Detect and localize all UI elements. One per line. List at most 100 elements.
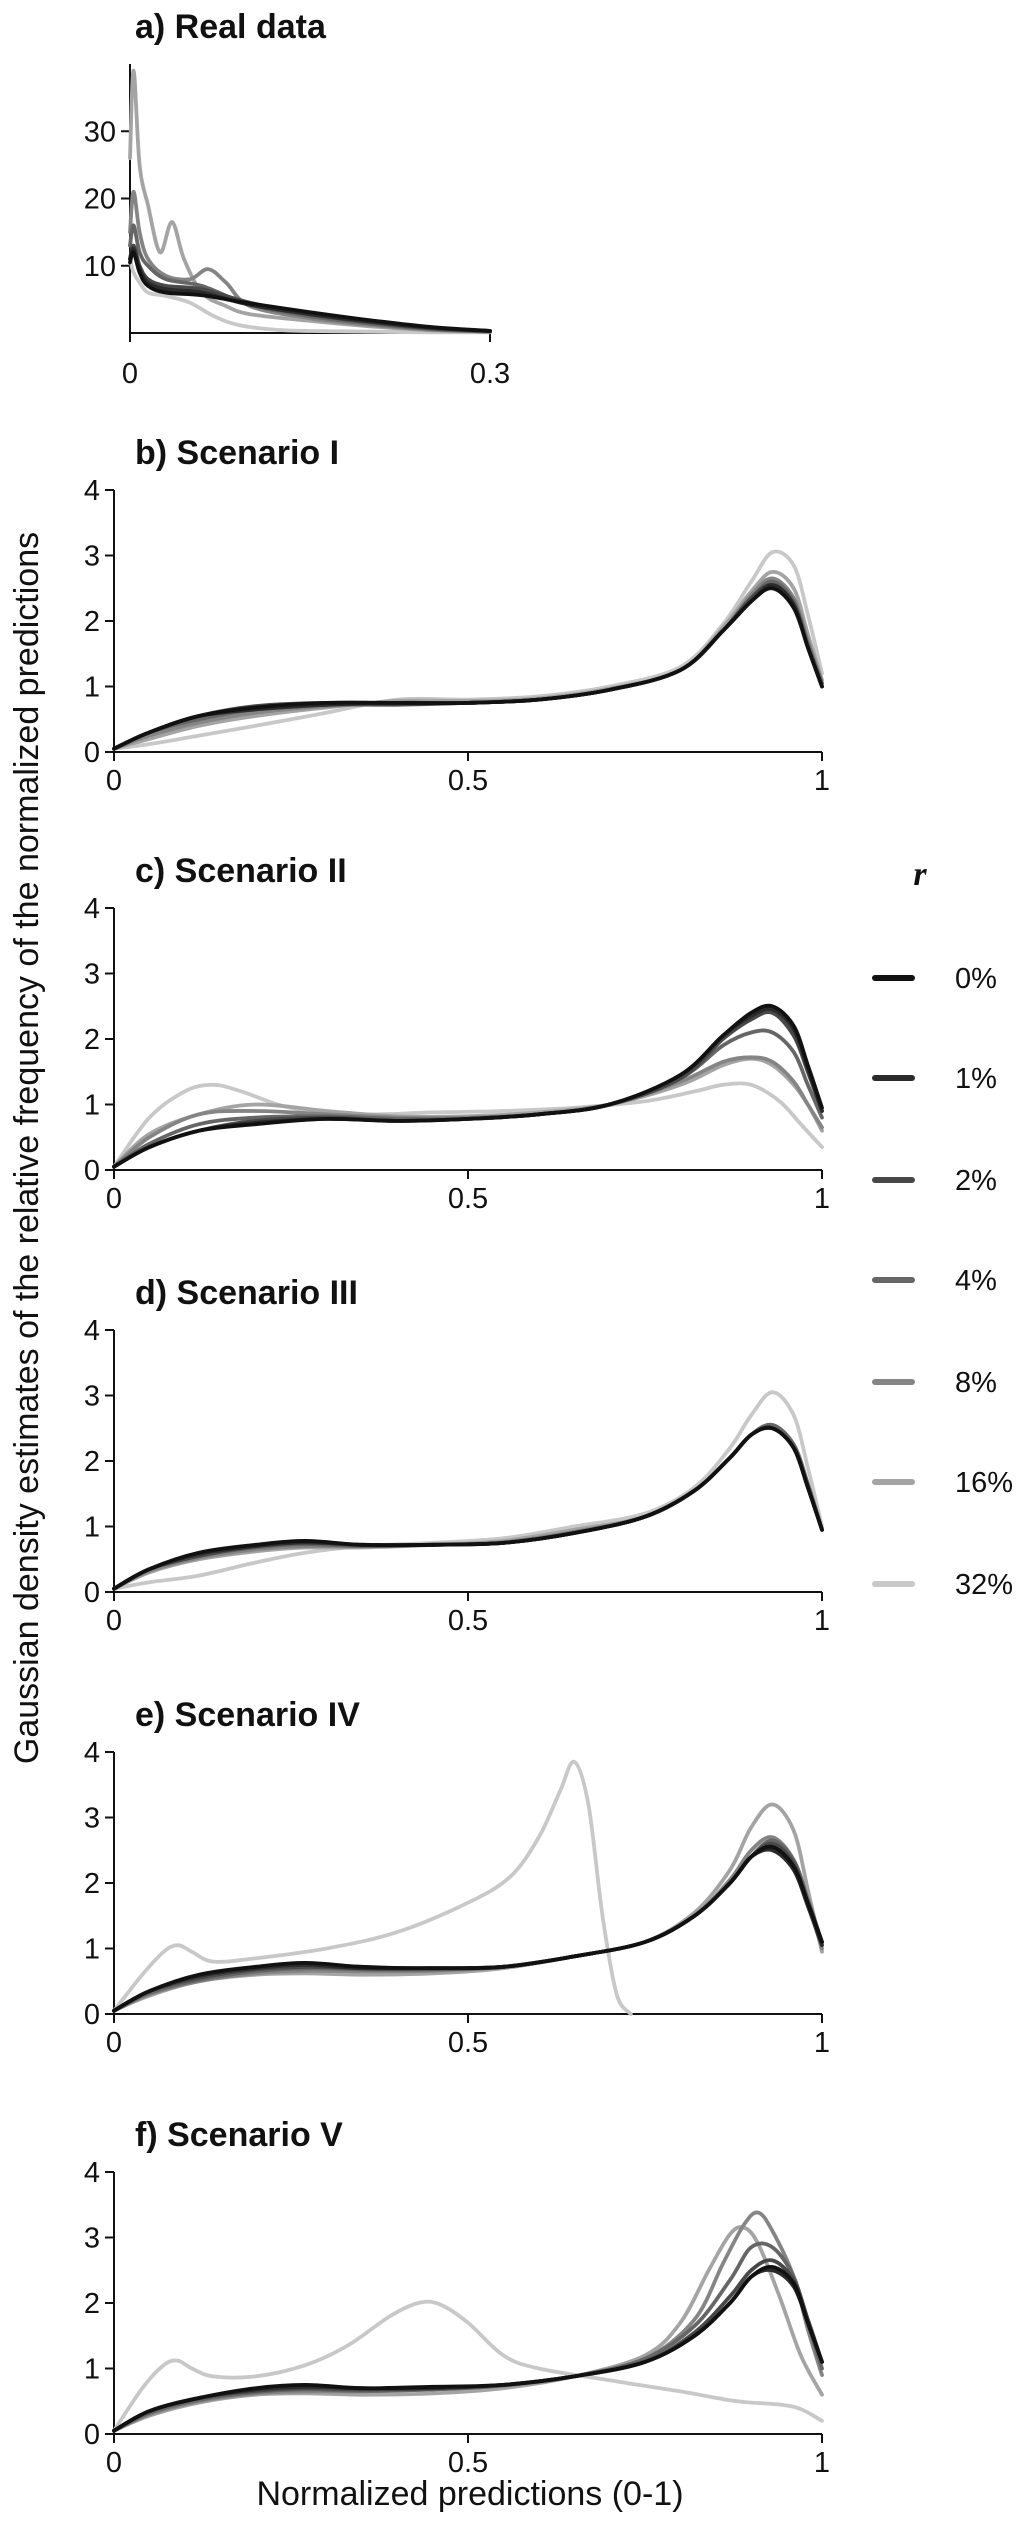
x-tick-label-e: 0: [106, 2027, 122, 2059]
series-line-c-2pct: [112, 1010, 824, 1169]
legend-item-2pct: 2%: [872, 1165, 997, 1197]
panel-title-f: f) Scenario V: [135, 2116, 343, 2154]
y-tick-label-f: 2: [84, 2288, 100, 2320]
x-tick-label-b: 0.5: [448, 765, 488, 797]
y-tick-label-c: 1: [84, 1090, 100, 1122]
x-tick-label-d: 1: [814, 1605, 830, 1637]
panel-f: f) Scenario V 0 1 2 3 4 0 0.5 1: [84, 2116, 830, 2479]
series-line-e-0pct: [112, 1844, 824, 2013]
series-line-a-32pct: [128, 257, 492, 335]
series-line-b-32pct: [112, 549, 824, 751]
y-tick-label-a: 10: [84, 251, 116, 283]
panel-title-e: e) Scenario IV: [135, 1696, 360, 1734]
legend-label: 16%: [955, 1467, 1013, 1499]
series-line-b-1pct: [112, 583, 824, 751]
legend-item-32pct: 32%: [872, 1569, 1013, 1601]
y-tick-label-d: 1: [84, 1512, 100, 1544]
x-tick-label-c: 1: [814, 1183, 830, 1215]
panel-title-d: d) Scenario III: [135, 1274, 358, 1312]
panel-b: b) Scenario I 0 1 2 3 4 0 0.5 1: [84, 434, 830, 797]
panel-d: d) Scenario III 0 1 2 3 4 0 0.5 1: [84, 1274, 830, 1637]
series-line-b-4pct: [112, 579, 824, 751]
series-line-b-0pct: [112, 586, 824, 751]
series-line-d-32pct: [112, 1390, 824, 1591]
series-line-e-1pct: [112, 1847, 824, 2013]
y-tick-label-a: 30: [84, 116, 116, 148]
panel-title-b: b) Scenario I: [135, 434, 339, 472]
legend-label: 32%: [955, 1569, 1013, 1601]
panel-title-a: a) Real data: [135, 8, 327, 46]
y-tick-label-b: 2: [84, 606, 100, 638]
x-tick-label-f: 0.5: [448, 2447, 488, 2479]
x-tick-label-d: 0: [106, 1605, 122, 1637]
panel-a: a) Real data 10 20 30 0 0.3: [84, 8, 510, 390]
y-tick-label-c: 3: [84, 959, 100, 991]
y-axis-title: Gaussian density estimates of the relati…: [8, 532, 46, 1764]
series-line-b-16pct: [112, 569, 824, 751]
y-tick-label-e: 2: [84, 1868, 100, 1900]
series-line-e-4pct: [112, 1838, 824, 2013]
y-tick-label-b: 0: [84, 737, 100, 769]
series-line-f-4pct: [112, 2241, 824, 2433]
legend-item-8pct: 8%: [872, 1367, 997, 1399]
x-tick-label-d: 0.5: [448, 1605, 488, 1637]
panel-c: c) Scenario II 0 1 2 3 4 0 0.5 1: [84, 852, 830, 1215]
series-line-e-16pct: [112, 1802, 824, 2013]
legend-label: 8%: [955, 1367, 997, 1399]
series-line-c-32pct: [112, 1081, 824, 1169]
series-line-e-2pct: [112, 1841, 824, 2013]
series-line-d-0pct: [112, 1425, 824, 1591]
y-tick-label-f: 3: [84, 2223, 100, 2255]
series-line-f-16pct: [112, 2225, 824, 2433]
y-tick-label-f: 0: [84, 2419, 100, 2451]
y-tick-label-c: 0: [84, 1155, 100, 1187]
legend-item-4pct: 4%: [872, 1265, 997, 1297]
y-tick-label-e: 4: [84, 1737, 100, 1769]
x-tick-label-e: 0.5: [448, 2027, 488, 2059]
x-tick-label-f: 0: [106, 2447, 122, 2479]
series-line-c-4pct: [112, 1028, 824, 1169]
x-tick-label-b: 1: [814, 765, 830, 797]
y-tick-label-c: 4: [84, 893, 100, 925]
x-tick-label-a: 0: [122, 358, 138, 390]
series-line-f-2pct: [112, 2258, 824, 2433]
y-tick-label-d: 4: [84, 1315, 100, 1347]
legend-item-0pct: 0%: [872, 963, 997, 995]
y-tick-label-e: 1: [84, 1934, 100, 1966]
series-line-f-1pct: [112, 2267, 824, 2433]
legend-label: 0%: [955, 963, 997, 995]
x-tick-label-f: 1: [814, 2447, 830, 2479]
x-tick-label-b: 0: [106, 765, 122, 797]
series-line-e-8pct: [112, 1835, 824, 2013]
x-axis-title: Normalized predictions (0-1): [256, 2475, 683, 2513]
legend-label: 4%: [955, 1265, 997, 1297]
y-tick-label-d: 3: [84, 1381, 100, 1413]
x-tick-label-e: 1: [814, 2027, 830, 2059]
y-tick-label-b: 1: [84, 672, 100, 704]
series-line-c-0pct: [112, 1003, 824, 1169]
y-tick-label-a: 20: [84, 184, 116, 216]
panel-title-c: c) Scenario II: [135, 852, 347, 890]
y-tick-label-d: 2: [84, 1446, 100, 1478]
series-line-a-0pct: [128, 250, 492, 333]
series-line-b-2pct: [112, 583, 824, 751]
legend-label: 2%: [955, 1165, 997, 1197]
legend-item-1pct: 1%: [872, 1063, 997, 1095]
legend-label: 1%: [955, 1063, 997, 1095]
y-tick-label-d: 0: [84, 1577, 100, 1609]
legend-title: r: [913, 856, 927, 893]
x-tick-label-a: 0.3: [470, 358, 510, 390]
legend: r 0% 1% 2% 4% 8% 16% 32%: [872, 856, 1013, 1601]
legend-item-16pct: 16%: [872, 1467, 1013, 1499]
x-tick-label-c: 0: [106, 1183, 122, 1215]
series-line-d-4pct: [112, 1422, 824, 1591]
y-tick-label-f: 1: [84, 2354, 100, 2386]
x-tick-label-c: 0.5: [448, 1183, 488, 1215]
series-line-d-16pct: [112, 1425, 824, 1591]
panel-e: e) Scenario IV 0 1 2 3 4 0 0.5 1: [84, 1696, 830, 2059]
y-tick-label-b: 3: [84, 541, 100, 573]
y-tick-label-e: 3: [84, 1803, 100, 1835]
